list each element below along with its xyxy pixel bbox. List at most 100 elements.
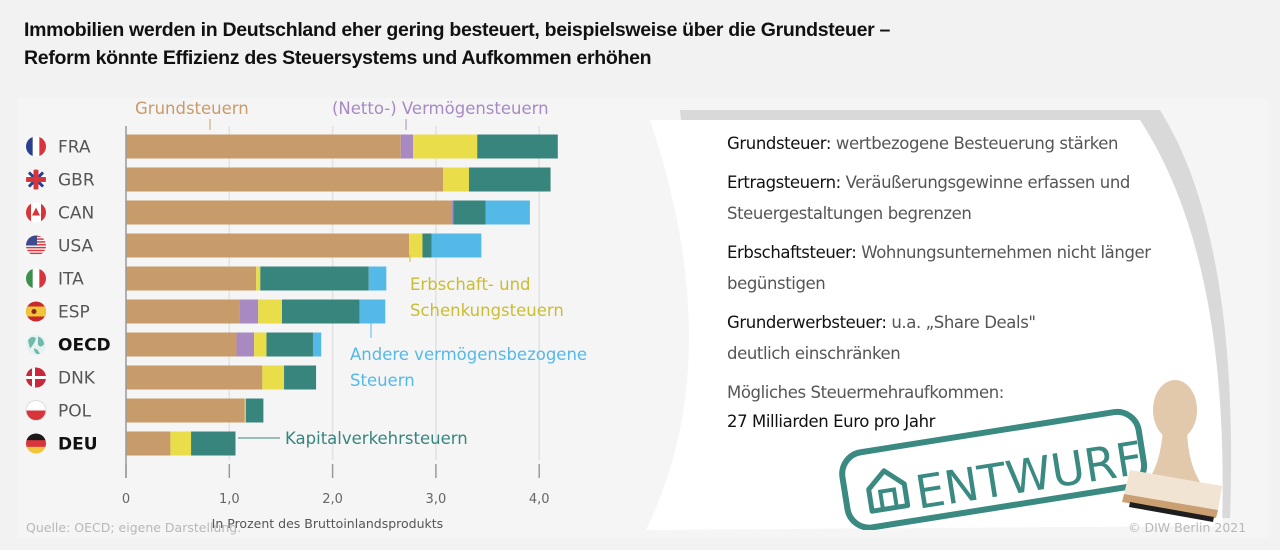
x-tick-label: 2,0	[322, 492, 343, 507]
bar-segment-erbschaft	[170, 431, 192, 456]
bar-segment-grundsteuern	[126, 134, 401, 159]
bar-segment-erbschaft	[258, 299, 282, 324]
bar-segment-erbschaft	[244, 398, 246, 423]
poland-flag-icon	[25, 400, 47, 421]
usa-flag-icon	[26, 235, 46, 255]
bar-segment-kapitalverkehr	[284, 365, 317, 390]
x-tick-label: 3,0	[426, 492, 447, 507]
note-text: Veräußerungsgewinne erfassen und Steuerg…	[727, 173, 1130, 223]
spain-flag-icon	[26, 301, 46, 322]
bar-segment-kapitalverkehr	[468, 167, 551, 192]
draft-stamp: ENTWURF	[839, 380, 1222, 530]
bar-segment-andere	[359, 299, 386, 324]
title-line-2: Reform könnte Effizienz des Steuersystem…	[24, 47, 652, 69]
x-axis: 0 1,0 2,0 3,0 4,0 In Prozent des Bruttoinland…	[122, 126, 550, 531]
category-label: ESP	[58, 303, 90, 323]
x-tick-label: 4,0	[529, 492, 550, 507]
bar-segment-grundsteuern	[126, 365, 263, 390]
bar-segment-grundsteuern	[126, 299, 240, 324]
x-tick-label: 0	[122, 492, 130, 507]
france-flag-icon	[26, 136, 46, 157]
italy-flag-icon	[26, 268, 46, 289]
title-line-1: Immobilien werden in Deutschland eher ge…	[24, 19, 891, 41]
bar-segment-erbschaft	[413, 134, 478, 159]
note-grundsteuer: Grundsteuer: wertbezogene Besteuerung st…	[727, 128, 1227, 159]
copyright: © DIW Berlin 2021	[1128, 520, 1247, 535]
annotation-vermoegensteuern: (Netto-) Vermögensteuern	[332, 99, 549, 118]
denmark-flag-icon	[26, 367, 46, 388]
stamp-border	[839, 408, 1148, 530]
bar-segment-kapitalverkehr	[266, 332, 313, 357]
category-label: FRA	[58, 138, 91, 158]
annotation-erbschaft-line2: Schenkungsteuern	[410, 301, 564, 320]
bar-segment-grundsteuern	[126, 167, 444, 192]
note-key: Erbschaftsteuer:	[727, 243, 857, 262]
note-erbschaftsteuer: Erbschaftsteuer: Wohnungsunternehmen nic…	[727, 237, 1197, 299]
note-grunderwerbsteuer: Grunderwerbsteuer: u.a. „Share Deals" de…	[727, 307, 1057, 369]
chart-title: Immobilien werden in Deutschland eher ge…	[24, 16, 890, 72]
bar-segment-grundsteuern	[126, 200, 452, 225]
bar-segment-grundsteuern	[126, 332, 237, 357]
recommendations: Grundsteuer: wertbezogene Besteuerung st…	[727, 128, 1227, 436]
bars-layer	[126, 134, 558, 456]
annotation-andere-line1: Andere vermögensbezogene	[350, 345, 587, 364]
annotation-grundsteuern: Grundsteuern	[135, 99, 249, 118]
canada-flag-icon	[26, 202, 46, 223]
bar-segment-vermoegensteuern	[400, 134, 414, 159]
bar-segment-vermoegensteuern	[236, 332, 255, 357]
note-ertragsteuern: Ertragsteuern: Veräußerungsgewinne erfas…	[727, 167, 1177, 229]
category-label: GBR	[58, 171, 95, 191]
note-key: Grundsteuer:	[727, 134, 832, 153]
bar-segment-kapitalverkehr	[260, 266, 369, 291]
bar-segment-kapitalverkehr	[245, 398, 264, 423]
house-icon	[866, 468, 911, 514]
category-label: CAN	[58, 204, 94, 224]
x-axis-label: In Prozent des Bruttoinlandsprodukts	[212, 516, 444, 531]
uk-flag-icon	[26, 169, 46, 190]
bar-segment-erbschaft	[443, 167, 469, 192]
category-labels: FRA GBR CAN USA ITA ESP OECD DNK POL DEU	[25, 136, 111, 455]
note-text: u.a. „Share Deals" deutlich einschränken	[727, 313, 1036, 363]
category-label: ITA	[58, 270, 84, 290]
bar-segment-kapitalverkehr	[281, 299, 360, 324]
rubber-stamp-icon	[1122, 380, 1222, 522]
annotation-erbschaft-line1: Erbschaft- und	[410, 275, 531, 294]
bar-segment-andere	[368, 266, 387, 291]
bar-segment-vermoegensteuern	[451, 200, 454, 225]
paper	[646, 120, 1223, 530]
bar-segment-erbschaft	[409, 233, 423, 258]
category-label: DNK	[58, 369, 96, 389]
category-label: OECD	[58, 336, 111, 356]
bar-segment-grundsteuern	[126, 431, 171, 456]
legend-annotations: Grundsteuern (Netto-) Vermögensteuern Erbs…	[135, 99, 587, 448]
x-tick-label: 1,0	[219, 492, 240, 507]
bar-segment-grundsteuern	[126, 398, 245, 423]
bar-segment-erbschaft	[254, 332, 267, 357]
bar-segment-erbschaft	[262, 365, 285, 390]
revenue-value: 27 Milliarden Euro pro Jahr	[727, 412, 936, 431]
annotation-kapitalverkehr: Kapitalverkehrsteuern	[285, 429, 468, 448]
globe-icon	[26, 334, 46, 355]
bar-segment-andere	[485, 200, 530, 225]
note-text: Wohnungsunternehmen nicht länger begünst…	[727, 243, 1151, 293]
bar-segment-kapitalverkehr	[422, 233, 432, 258]
germany-flag-icon	[26, 433, 46, 454]
category-label: DEU	[58, 435, 98, 455]
bar-segment-kapitalverkehr	[191, 431, 236, 456]
stamp-text: ENTWURF	[912, 431, 1147, 520]
revenue-label: Mögliches Steuermehraufkommen:	[727, 383, 1004, 402]
bar-segment-grundsteuern	[126, 233, 410, 258]
bar-segment-kapitalverkehr	[453, 200, 486, 225]
bar-segment-erbschaft	[256, 266, 261, 291]
note-key: Grunderwerbsteuer:	[727, 313, 887, 332]
annotation-andere-line2: Steuern	[350, 371, 415, 390]
source-note: Quelle: OECD; eigene Darstellung.	[26, 520, 242, 535]
note-key: Ertragsteuern:	[727, 173, 841, 192]
bar-segment-grundsteuern	[126, 266, 257, 291]
bar-segment-vermoegensteuern	[239, 299, 259, 324]
bar-segment-andere	[431, 233, 482, 258]
category-label: POL	[58, 402, 92, 422]
bar-segment-kapitalverkehr	[477, 134, 558, 159]
category-label: USA	[58, 237, 94, 257]
